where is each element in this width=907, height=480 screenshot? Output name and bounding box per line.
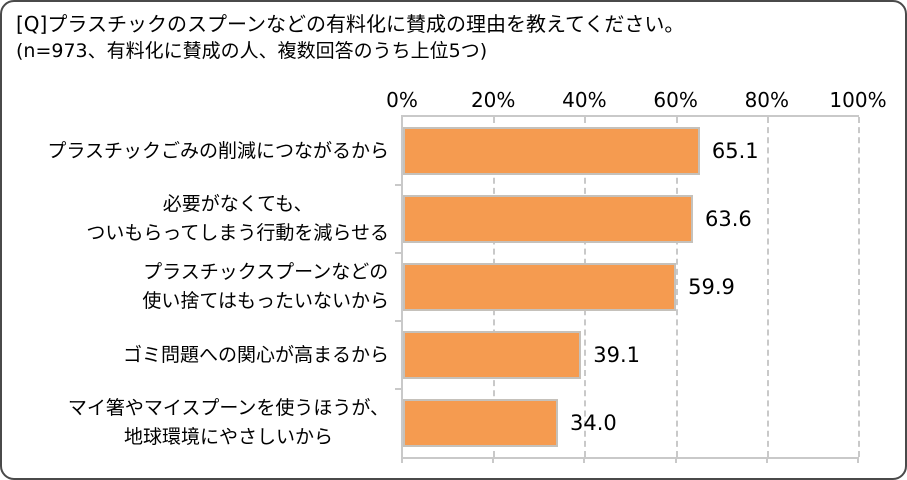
x-axis-tick (401, 457, 403, 463)
category-label: マイ箸やマイスプーンを使うほうが、 地球環境にやさしいから (2, 389, 389, 457)
bar (403, 127, 700, 175)
bar (403, 399, 559, 447)
category-label: プラスチックスプーンなどの 使い捨てはもったいないから (2, 253, 389, 321)
x-axis-tick (674, 457, 677, 463)
category-axis-tick (395, 252, 402, 254)
question-title: [Q]プラスチックのスプーンなどの有料化に賛成の理由を教えてください。 (16, 12, 685, 36)
bar (403, 263, 677, 311)
bar-row: 59.9 (403, 253, 859, 321)
category-label: ゴミ問題への関心が高まるから (2, 321, 389, 389)
bar-row: 34.0 (403, 389, 859, 457)
category-label-text: プラスチックスプーンなどの 使い捨てはもったいないから (142, 261, 389, 312)
sample-size-note: (n=973、有料化に賛成の人、複数回答のうち上位5つ) (16, 40, 488, 62)
category-axis-tick (395, 184, 402, 186)
bar-row: 39.1 (403, 321, 859, 389)
value-label: 59.9 (688, 275, 735, 299)
bar (403, 195, 694, 243)
category-axis-tick (395, 388, 402, 390)
x-axis-tick-label: 80% (744, 88, 790, 112)
x-axis-tick-label: 60% (653, 88, 698, 112)
value-label: 63.6 (705, 207, 752, 231)
x-axis-tick (857, 457, 859, 463)
x-axis-tick-label: 100% (829, 88, 887, 112)
gridline (766, 117, 769, 457)
x-axis-tick-label: 0% (386, 88, 418, 112)
value-label: 34.0 (570, 411, 617, 435)
bar-row: 65.1 (403, 117, 859, 185)
x-axis-tick-label: 40% (562, 88, 607, 112)
category-label-text: 必要がなくても、 ついもらってしまう行動を減らせる (86, 193, 389, 244)
category-label-text: ゴミ問題への関心が高まるから (122, 343, 389, 366)
category-label: 必要がなくても、 ついもらってしまう行動を減らせる (2, 185, 389, 253)
gridline (858, 117, 860, 457)
gridline (675, 117, 678, 457)
bar-row: 63.6 (403, 185, 859, 253)
x-axis-tick (583, 457, 586, 463)
x-axis-tick-label: 20% (470, 88, 516, 112)
category-axis-tick (395, 320, 402, 322)
value-label: 65.1 (711, 139, 759, 163)
x-axis-tick (492, 457, 495, 463)
plot-area: 65.1 63.6 59.9 39.1 34.0 (401, 115, 860, 459)
category-label-text: プラスチックごみの削減につながるから (47, 139, 389, 162)
x-axis-tick (765, 457, 768, 463)
category-label: プラスチックごみの削減につながるから (2, 117, 389, 185)
bar (403, 331, 582, 379)
value-label: 39.1 (593, 343, 641, 367)
category-label-text: マイ箸やマイスプーンを使うほうが、 地球環境にやさしいから (67, 397, 389, 448)
